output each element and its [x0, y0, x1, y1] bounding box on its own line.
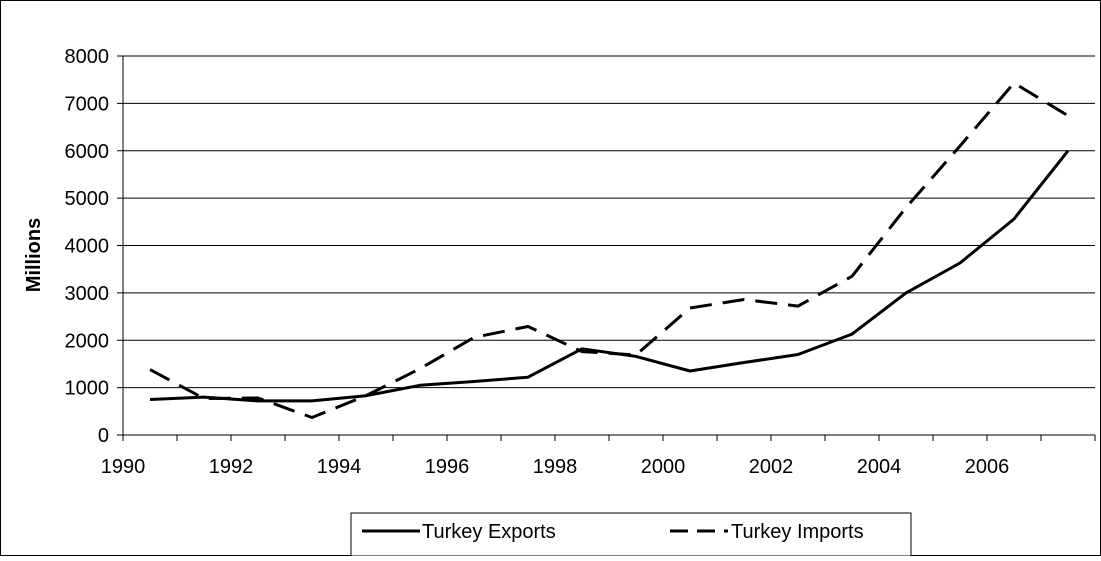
x-tick-label: 2006: [965, 456, 1010, 478]
x-tick-label: 2004: [857, 456, 902, 478]
y-tick-label: 4000: [65, 236, 110, 258]
y-tick-label: 7000: [65, 93, 110, 115]
x-tick-label: 1994: [317, 456, 362, 478]
x-tick-label: 1990: [101, 456, 146, 478]
x-tick-label: 2000: [641, 456, 686, 478]
y-tick-label: 2000: [65, 330, 110, 352]
y-tick-label: 8000: [65, 46, 110, 68]
x-tick-label: 1996: [425, 456, 470, 478]
legend: Turkey Exports Turkey Imports: [351, 513, 911, 556]
y-tick-label: 6000: [65, 141, 110, 163]
legend-label-exports: Turkey Exports: [422, 521, 556, 543]
y-tick-label: 3000: [65, 283, 110, 305]
legend-label-imports: Turkey Imports: [731, 521, 864, 543]
y-tick-label: 5000: [65, 188, 110, 210]
y-tick-label: 1000: [65, 378, 110, 400]
x-tick-label: 1992: [209, 456, 254, 478]
y-axis-label: Millions: [23, 218, 45, 292]
x-tick-label: 2002: [749, 456, 794, 478]
y-tick-label: 0: [98, 425, 109, 447]
x-tick-label: 1998: [533, 456, 578, 478]
